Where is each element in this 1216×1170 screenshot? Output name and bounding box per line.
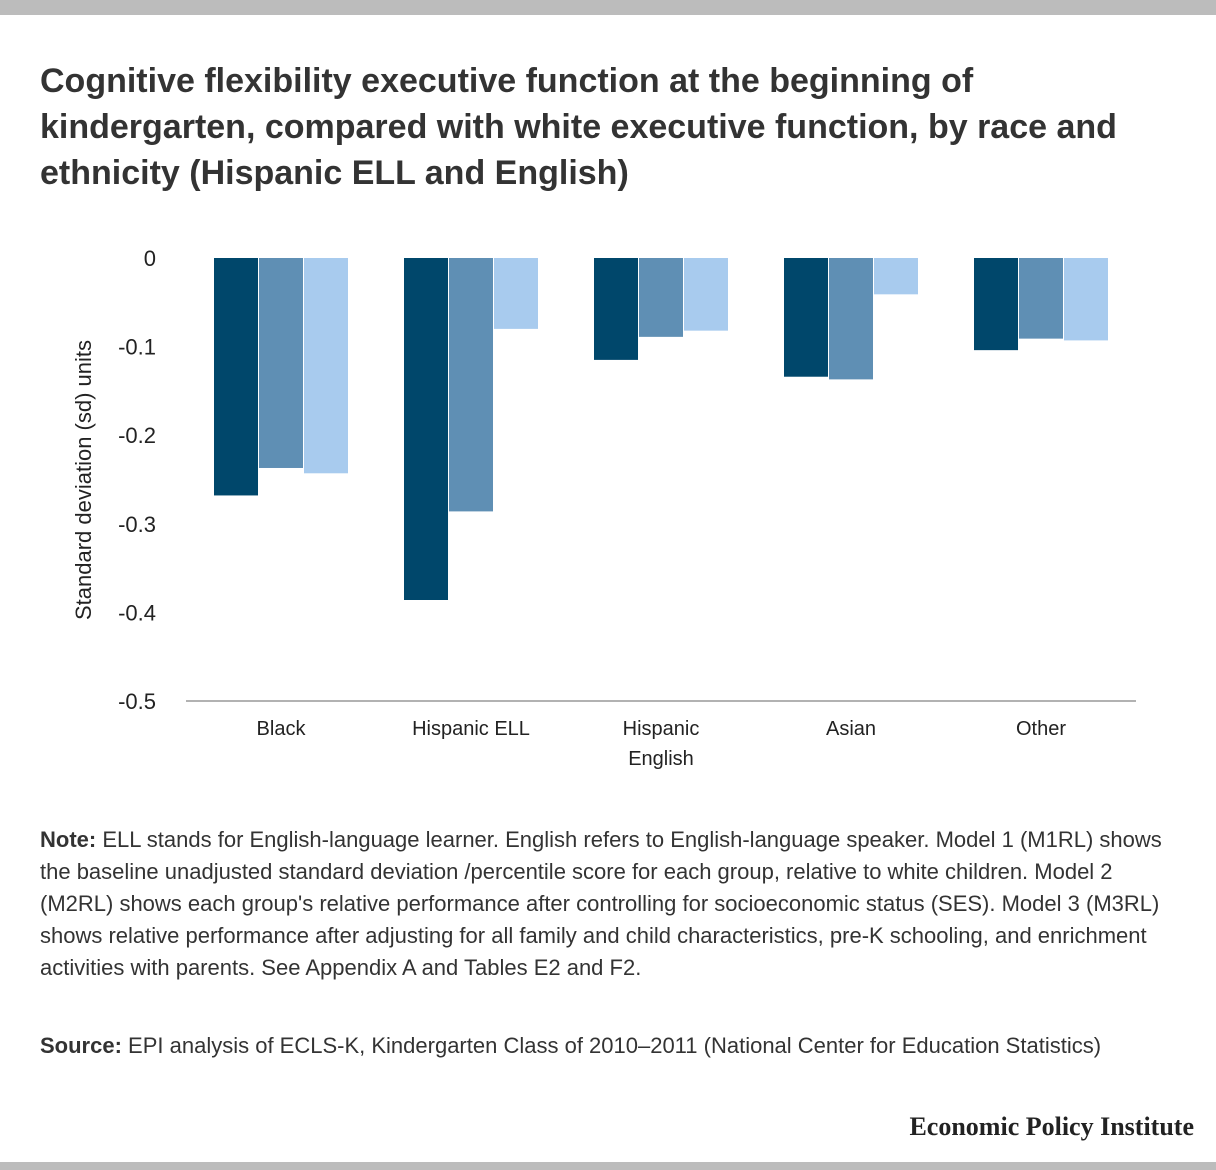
- chart-title: Cognitive flexibility executive function…: [40, 62, 1117, 192]
- bar: [829, 258, 873, 380]
- bar: [974, 258, 1018, 351]
- x-tick-label: Hispanic ELL: [412, 718, 530, 740]
- y-tick-label: -0.4: [118, 600, 156, 625]
- bar: [594, 258, 638, 360]
- epi-logo: Economic Policy Institute: [909, 1112, 1194, 1141]
- y-tick-label: -0.5: [118, 689, 156, 714]
- y-axis-label: Standard deviation (sd) units: [71, 339, 96, 621]
- x-tick-label: Other: [1016, 718, 1066, 740]
- bar: [1064, 258, 1108, 341]
- x-tick-label: Black: [257, 718, 307, 740]
- bar: [784, 258, 828, 377]
- y-tick-label: -0.1: [118, 335, 156, 360]
- bar: [639, 258, 683, 337]
- bar: [214, 258, 258, 496]
- x-tick-label: Hispanic: [623, 718, 700, 740]
- x-tick-label: English: [628, 748, 694, 770]
- note-label: Note:: [40, 827, 97, 852]
- note: Note: ELL stands for English-language le…: [40, 824, 1180, 984]
- y-tick-label: -0.3: [118, 512, 156, 537]
- bar: [404, 258, 448, 600]
- bar-chart: 0 -0.1 -0.2 -0.3 -0.4 -0.5 Black Hispanic ELL Hi…: [118, 246, 1136, 770]
- bar: [874, 258, 918, 295]
- y-tick-label: -0.2: [118, 423, 156, 448]
- y-tick-label: 0: [144, 246, 156, 271]
- bar: [304, 258, 348, 474]
- bar: [684, 258, 728, 331]
- x-tick-label: Asian: [826, 718, 876, 740]
- source: Source: EPI analysis of ECLS-K, Kinderga…: [40, 1030, 1180, 1062]
- bar: [259, 258, 303, 468]
- source-label: Source:: [40, 1033, 122, 1058]
- source-text: EPI analysis of ECLS-K, Kindergarten Cla…: [128, 1033, 1102, 1058]
- bar: [494, 258, 538, 329]
- bottom-border: [0, 1162, 1216, 1170]
- bar: [1019, 258, 1063, 339]
- note-text: ELL stands for English-language learner.…: [40, 827, 1162, 980]
- bar: [449, 258, 493, 512]
- top-border: [0, 0, 1216, 15]
